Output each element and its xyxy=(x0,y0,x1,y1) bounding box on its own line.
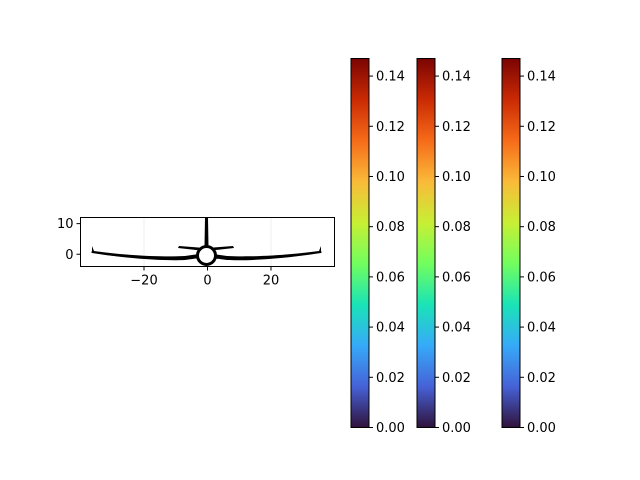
colorbar-gradient xyxy=(351,58,369,428)
colorbar-tick-label: 0.04 xyxy=(442,321,471,336)
colorbar-tick-label: 0.10 xyxy=(527,170,556,185)
axis-ticks: −20 0 20 0 10 xyxy=(57,217,279,288)
colorbar-tick-label: 0.06 xyxy=(376,270,405,285)
colorbar-gradient xyxy=(502,58,520,428)
colorbar-tick-label: 0.10 xyxy=(376,170,405,185)
x-tick-label: 0 xyxy=(203,274,211,289)
colorbar-tick-label: 0.02 xyxy=(442,371,471,386)
colorbar-tick-label: 0.00 xyxy=(442,421,471,436)
colorbar-tick-label: 0.02 xyxy=(527,371,556,386)
colorbar-tick-label: 0.14 xyxy=(527,70,556,85)
y-tick-label: 10 xyxy=(57,217,74,232)
wing-outline xyxy=(92,246,321,261)
aircraft-plot-axes: −20 0 20 0 10 xyxy=(57,217,335,289)
colorbar-tick-label: 0.00 xyxy=(527,421,556,436)
colorbar-frame xyxy=(350,58,370,428)
colorbar-tick-label: 0.10 xyxy=(442,170,471,185)
colorbar-gradient xyxy=(417,58,435,428)
colorbar-tick-label: 0.00 xyxy=(376,421,405,436)
colorbar-2: 0.00 0.02 0.04 0.06 0.08 0.10 0.12 0.14 xyxy=(416,58,471,436)
colorbar-tick-label: 0.12 xyxy=(376,120,405,135)
colorbar-tick-label: 0.04 xyxy=(527,321,556,336)
colorbar-tick-label: 0.02 xyxy=(376,371,405,386)
colorbar-frame xyxy=(416,58,436,428)
colorbar-tick-label: 0.06 xyxy=(442,270,471,285)
colorbar-tick-label: 0.06 xyxy=(527,270,556,285)
colorbar-tick-label: 0.08 xyxy=(442,220,471,235)
colorbar-tick-label: 0.12 xyxy=(442,120,471,135)
colorbars: 0.00 0.02 0.04 0.06 0.08 0.10 0.12 0.14 0.00 0.02… xyxy=(350,58,556,436)
colorbar-1: 0.00 0.02 0.04 0.06 0.08 0.10 0.12 0.14 xyxy=(350,58,405,436)
colorbar-tick-label: 0.12 xyxy=(527,120,556,135)
colorbar-tick-label: 0.08 xyxy=(527,220,556,235)
colorbar-frame xyxy=(501,58,521,428)
colorbar-3: 0.00 0.02 0.04 0.06 0.08 0.10 0.12 0.14 xyxy=(501,58,556,436)
vertical-fin-outline xyxy=(204,218,209,246)
colorbar-tick-label: 0.14 xyxy=(376,70,405,85)
x-tick-label: 20 xyxy=(263,274,280,289)
colorbar-tick-label: 0.04 xyxy=(376,321,405,336)
aircraft-outline xyxy=(90,218,323,266)
y-tick-label: 0 xyxy=(65,248,73,263)
fuselage-outline xyxy=(196,245,217,266)
colorbar-tick-label: 0.14 xyxy=(442,70,471,85)
x-tick-label: −20 xyxy=(130,274,157,289)
colorbar-tick-label: 0.08 xyxy=(376,220,405,235)
